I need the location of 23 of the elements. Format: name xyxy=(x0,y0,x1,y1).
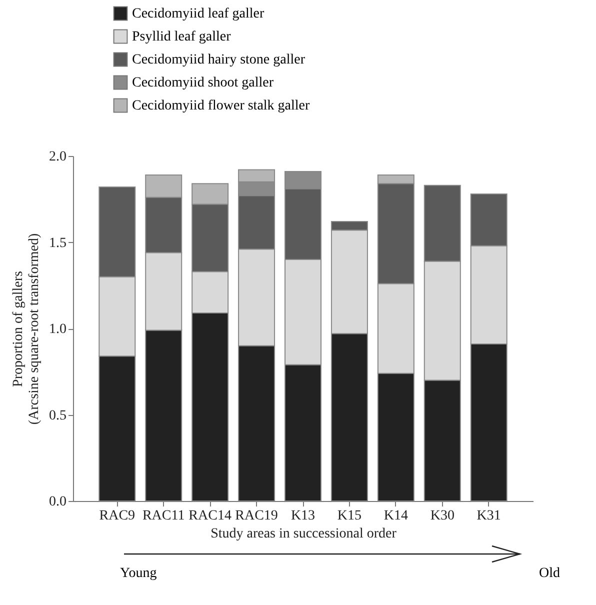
x-tick-label: RAC19 xyxy=(235,508,278,524)
y-tick-label: 1.5 xyxy=(49,236,66,251)
y-axis-title: Proportion of gallers (Arcsine square-root transformed) xyxy=(11,233,42,425)
y-tick-label: 2.0 xyxy=(49,150,66,164)
text: Young xyxy=(120,566,157,582)
y-tick-label: 0.0 xyxy=(49,494,66,510)
legend-label: Cecidomyiid hairy stone galler xyxy=(132,52,306,68)
legend-label: Psyllid leaf galler xyxy=(132,30,232,44)
legend-label: Cecidomyiid flower stalk galler xyxy=(132,98,310,114)
text: Old xyxy=(539,566,560,582)
x-tick-label: RAC9 xyxy=(99,508,136,524)
legend-label: Cecidomyiid shoot galler xyxy=(132,76,274,90)
x-tick-label: K15 xyxy=(337,508,362,524)
x-tick-label: K31 xyxy=(476,508,501,524)
x-tick-label: RAC11 xyxy=(142,508,185,524)
y-tick-label: 0.5 xyxy=(49,408,66,424)
x-tick-label: K13 xyxy=(290,508,316,524)
x-tick-label: K14 xyxy=(384,508,408,524)
y-tick-label: 1.0 xyxy=(49,322,66,337)
legend-label: Cecidomyiid leaf galler xyxy=(132,6,265,22)
x-tick-label: K30 xyxy=(430,508,454,524)
x-tick-label: RAC14 xyxy=(188,508,232,524)
x-axis-title: Study areas in successional order xyxy=(210,526,397,542)
